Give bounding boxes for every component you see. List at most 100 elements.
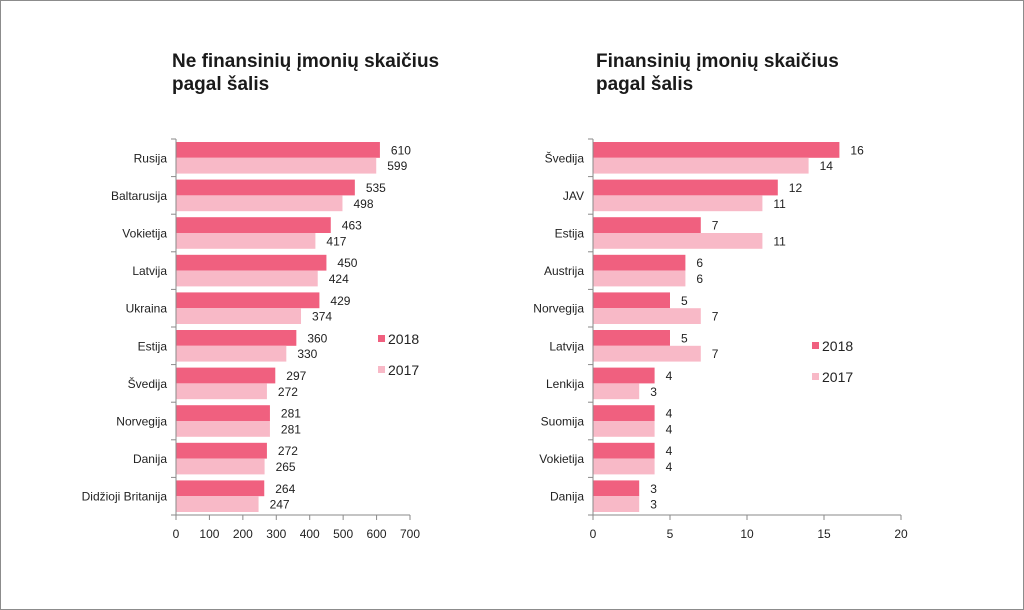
bar-2018 [176, 179, 355, 196]
bar-2018 [176, 480, 265, 497]
data-label-2017: 272 [278, 385, 298, 399]
data-label-2017: 374 [312, 310, 332, 324]
bar-2018 [593, 442, 655, 459]
bar-2018 [176, 217, 331, 233]
bar-2017 [593, 157, 809, 174]
bar-2017 [593, 233, 763, 249]
bar-2017 [176, 233, 316, 249]
data-label-2018: 5 [681, 331, 688, 345]
chart-title-financial: Finansinių įmonių skaičius pagal šalis [596, 50, 956, 96]
x-tick-label: 500 [333, 527, 353, 541]
data-label-2018: 5 [681, 294, 688, 308]
data-label-2018: 3 [650, 482, 657, 496]
legend-swatch-2017 [378, 366, 385, 373]
bar-2017 [176, 157, 377, 174]
data-label-2018: 7 [712, 219, 719, 233]
data-label-2018: 4 [666, 407, 673, 421]
bar-2017 [593, 270, 686, 287]
data-label-2018: 450 [337, 256, 357, 270]
data-label-2018: 463 [342, 219, 362, 233]
data-label-2017: 7 [712, 310, 719, 324]
data-label-2017: 11 [773, 197, 786, 211]
bar-2017 [593, 195, 763, 212]
legend-swatch-2018 [378, 335, 385, 342]
x-tick-label: 400 [300, 527, 320, 541]
chart-title-line: Ne finansinių įmonių skaičius [172, 51, 440, 72]
chart-title-line: pagal šalis [172, 74, 270, 95]
x-tick-label: 700 [400, 527, 420, 541]
chart-title-line: Finansinių įmonių skaičius [596, 51, 839, 72]
bar-2017 [593, 308, 701, 324]
bar-2017 [176, 308, 302, 324]
category-label: Vokietija [122, 227, 167, 241]
data-label-2017: 265 [276, 460, 296, 474]
data-label-2017: 14 [820, 159, 834, 173]
bar-2018 [593, 292, 670, 309]
x-tick-label: 0 [590, 527, 597, 541]
category-label: Danija [550, 490, 584, 504]
data-label-2018: 4 [666, 369, 673, 383]
category-label: Vokietija [539, 452, 584, 466]
data-label-2018: 6 [696, 256, 703, 270]
bar-2017 [593, 458, 655, 475]
category-label: Ukraina [126, 302, 168, 316]
bar-2018 [176, 405, 270, 421]
bar-2018 [593, 142, 840, 158]
data-label-2017: 4 [666, 422, 673, 436]
data-label-2018: 610 [391, 143, 411, 157]
bar-2018 [593, 405, 655, 421]
data-label-2018: 12 [789, 181, 803, 195]
bar-2017 [176, 345, 287, 362]
data-label-2017: 424 [329, 272, 349, 286]
data-label-2018: 4 [666, 444, 673, 458]
legend-label-2017: 2017 [388, 362, 419, 378]
data-label-2018: 281 [281, 407, 301, 421]
bar-2018 [176, 292, 320, 309]
legend-label-2017: 2017 [822, 369, 853, 385]
bar-2018 [593, 254, 686, 271]
x-tick-label: 0 [173, 527, 180, 541]
legend-label-2018: 2018 [822, 338, 853, 354]
x-tick-label: 20 [894, 527, 908, 541]
data-label-2017: 7 [712, 347, 719, 361]
category-label: Norvegija [116, 415, 167, 429]
x-tick-label: 10 [740, 527, 754, 541]
bar-2017 [176, 195, 343, 212]
bar-2018 [176, 254, 327, 271]
bar-2017 [176, 458, 265, 475]
category-label: Rusija [134, 151, 168, 165]
bar-2018 [593, 179, 778, 196]
category-label: Norvegija [533, 302, 584, 316]
data-label-2017: 330 [297, 347, 317, 361]
chart-title-nonfinancial: Ne finansinių įmonių skaičius pagal šali… [172, 50, 532, 96]
bar-2018 [593, 480, 640, 497]
bar-2017 [593, 345, 701, 362]
data-label-2017: 281 [281, 422, 301, 436]
data-label-2018: 535 [366, 181, 386, 195]
bar-2017 [176, 496, 259, 512]
data-label-2018: 16 [850, 143, 864, 157]
data-label-2017: 417 [326, 234, 346, 248]
category-label: Baltarusija [111, 189, 167, 203]
x-tick-label: 300 [266, 527, 286, 541]
data-label-2018: 360 [307, 331, 327, 345]
bar-2017 [176, 421, 270, 437]
bar-2018 [176, 442, 267, 459]
category-label: Švedija [128, 376, 168, 391]
category-label: Didžioji Britanija [82, 490, 168, 504]
category-label: Lenkija [546, 377, 584, 391]
bar-2017 [176, 270, 318, 287]
data-label-2018: 272 [278, 444, 298, 458]
legend-swatch-2018 [812, 342, 819, 349]
data-label-2017: 498 [353, 197, 373, 211]
category-label: Estija [138, 339, 168, 353]
data-label-2017: 4 [666, 460, 673, 474]
data-label-2017: 3 [650, 385, 657, 399]
x-tick-label: 100 [199, 527, 219, 541]
x-tick-label: 200 [233, 527, 253, 541]
bar-2017 [176, 383, 267, 400]
category-label: JAV [563, 189, 584, 203]
x-tick-label: 15 [817, 527, 831, 541]
